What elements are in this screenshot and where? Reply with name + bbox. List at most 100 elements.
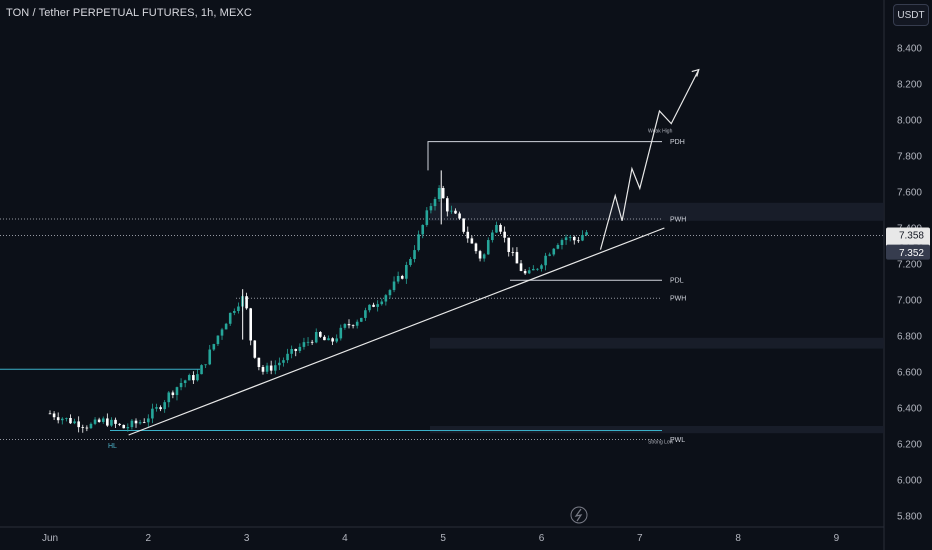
candle-body [310,341,314,343]
candle-body [425,210,429,225]
candle-body [511,251,515,253]
candle-body [196,374,199,381]
candle-body [491,232,494,241]
candle-body [200,365,203,375]
candle-body [585,232,588,235]
plot-area [0,0,884,527]
y-tick-label: 6.600 [897,368,922,379]
candle-body [237,306,240,312]
candle-body [278,362,281,366]
candle-body [454,210,457,214]
candle-body [458,213,461,219]
candle-body [110,419,113,426]
candle-body [429,206,433,211]
y-tick-label: 8.200 [897,80,922,91]
candle-body [581,234,584,241]
candle-body [495,224,498,233]
candle-body [560,240,564,245]
candle-body [527,270,531,274]
y-tick-label: 7.800 [897,152,922,163]
candle-body [167,392,171,403]
candle-body [89,423,93,429]
weak-high-label: Weak High [648,129,673,135]
candle-body [85,427,89,429]
candle-body [339,327,343,339]
candle-body [474,243,478,252]
candle-body [253,340,257,358]
candle-body [482,254,486,259]
y-tick-label: 8.000 [897,116,922,127]
candle-body [499,224,502,232]
candle-body [388,290,392,296]
candle-body [220,329,224,336]
candle-body [486,240,490,255]
candle-body [441,188,445,199]
candle-body [192,375,195,381]
last-price-value: 7.358 [899,231,924,242]
candle-body [347,324,351,326]
candle-body [73,421,76,424]
candle-body [118,423,121,425]
candle-body [81,427,85,428]
candle-body [175,387,179,396]
candle-body [577,240,580,242]
y-tick-label: 6.800 [897,332,922,343]
candle-body [233,311,236,313]
candle-body [572,236,576,241]
candle-body [532,268,535,271]
candle-body [507,237,511,252]
candle-body [126,427,130,429]
candle-body [228,312,232,324]
candle-body [564,237,568,241]
candle-body [261,367,265,372]
candle-body [450,210,453,212]
candle-body [372,304,375,307]
candle-body [556,244,560,249]
candle-body [466,231,470,239]
y-tick-label: 6.000 [897,476,922,487]
pwh-upper-label: PWH [670,217,686,224]
candle-body [359,317,363,322]
chart-title: TON / Tether PERPETUAL FUTURES, 1h, MEXC [6,7,252,19]
candle-body [147,418,150,423]
candle-body [130,420,134,428]
candle-body [56,417,60,421]
candle-body [204,364,207,366]
candle-body [265,365,269,372]
candle-body [151,408,154,419]
candle-body [400,275,404,279]
candle-body [282,360,285,363]
candle-body [69,417,72,424]
candle-body [445,198,449,212]
candle-body [552,248,556,255]
lightning-icon[interactable] [570,506,588,524]
candle-body [93,419,97,424]
candle-body [523,270,527,274]
candle-body [290,348,293,354]
candle-body [163,402,166,410]
candle-body [351,325,355,327]
y-tick-label: 7.600 [897,188,922,199]
candle-body [155,407,158,409]
y-tick-label: 8.400 [897,44,922,55]
candle-body [77,421,80,428]
candle-body [515,252,519,264]
y-tick-label: 7.200 [897,260,922,271]
y-tick-label: 7.000 [897,296,922,307]
x-tick-label: 7 [637,533,643,544]
projection-path [599,69,700,250]
candle-body [294,348,298,351]
x-tick-label: 9 [834,533,840,544]
candle-body [60,418,64,421]
pwh-lower-label: PWH [670,296,686,303]
y-tick-label: 6.400 [897,404,922,415]
candle-body [433,198,437,207]
candle-body [392,281,396,291]
candle-body [417,234,420,251]
candle-body [540,265,543,269]
zone-1 [430,337,884,349]
currency-button[interactable]: USDT [893,4,929,26]
candle-body [273,365,277,371]
candle-body [179,382,183,388]
